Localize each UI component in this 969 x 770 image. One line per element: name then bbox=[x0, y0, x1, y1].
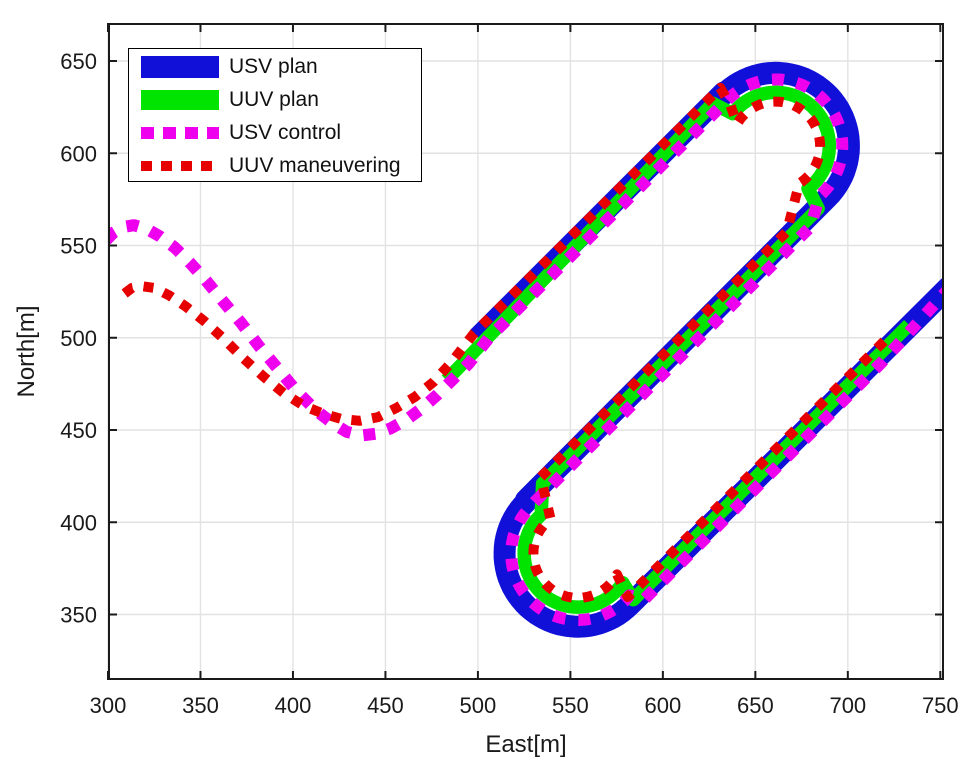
series-layer bbox=[108, 61, 944, 638]
x-tick-label: 400 bbox=[275, 693, 312, 718]
y-tick-label: 650 bbox=[60, 49, 97, 74]
x-tick-label: 650 bbox=[737, 693, 774, 718]
y-axis-label: North[m] bbox=[13, 305, 40, 397]
y-tick-label: 600 bbox=[60, 141, 97, 166]
legend-item-usv-control: USV control bbox=[129, 116, 421, 149]
y-tick-label: 350 bbox=[60, 603, 97, 628]
y-tick-label: 500 bbox=[60, 326, 97, 351]
x-tick-label: 700 bbox=[829, 693, 866, 718]
legend-item-usv-plan: USV plan bbox=[129, 50, 421, 83]
x-tick-label: 750 bbox=[922, 693, 959, 718]
legend-label-usv-control: USV control bbox=[229, 121, 342, 144]
x-axis-label: East[m] bbox=[485, 731, 566, 758]
y-tick-label: 450 bbox=[60, 418, 97, 443]
legend-swatch-uuv-plan bbox=[141, 89, 219, 110]
x-tick-label: 500 bbox=[460, 693, 497, 718]
x-tick-label: 300 bbox=[90, 693, 127, 718]
y-tick-label: 400 bbox=[60, 510, 97, 535]
legend-swatch-uuv-maneuvering bbox=[141, 160, 219, 171]
y-tick-label: 550 bbox=[60, 234, 97, 259]
legend-label-uuv-plan: UUV plan bbox=[229, 88, 319, 111]
tick-layer bbox=[107, 23, 944, 680]
x-tick-label: 600 bbox=[645, 693, 682, 718]
legend-item-uuv-plan: UUV plan bbox=[129, 83, 421, 116]
legend-swatch-usv-control bbox=[141, 126, 219, 139]
legend: USV plan UUV plan USV control UUV maneuv… bbox=[128, 48, 422, 182]
legend-label-uuv-maneuvering: UUV maneuvering bbox=[229, 154, 401, 177]
x-tick-label: 350 bbox=[182, 693, 219, 718]
series-uuv-plan bbox=[441, 85, 914, 614]
x-tick-label: 450 bbox=[367, 693, 404, 718]
legend-swatch-usv-plan bbox=[141, 55, 219, 78]
series-usv-control bbox=[108, 73, 944, 626]
label-layer: 300 350 400 450 500 550 600 650 700 750 350 400 450 5… bbox=[60, 49, 958, 718]
series-uuv-maneuvering bbox=[121, 82, 893, 603]
legend-item-uuv-maneuvering: UUV maneuvering bbox=[129, 149, 421, 182]
axes-box bbox=[108, 23, 944, 680]
legend-label-usv-plan: USV plan bbox=[229, 55, 318, 78]
x-tick-label: 550 bbox=[552, 693, 589, 718]
